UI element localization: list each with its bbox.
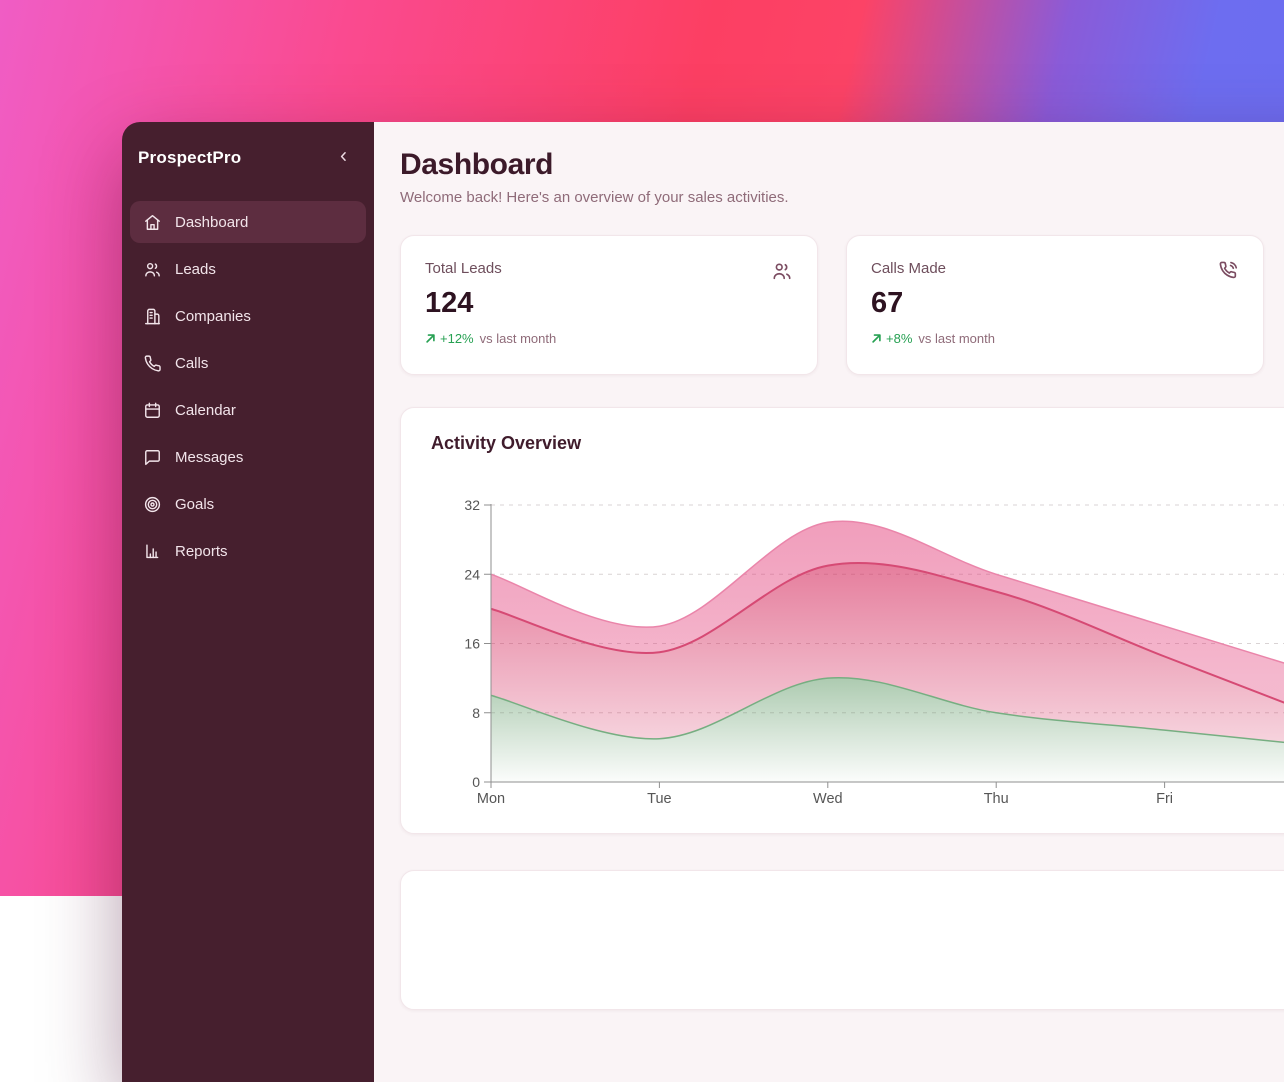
svg-text:32: 32: [464, 497, 480, 513]
sidebar-item-label: Calls: [175, 355, 208, 372]
chart-title: Activity Overview: [431, 430, 1284, 456]
activity-overview-card: Activity Overview 0 8 16 24 32 Mon Tue Wed Thu Fr…: [400, 407, 1284, 834]
stat-trend: +8% vs last month: [871, 331, 1239, 346]
users-icon: [771, 260, 793, 282]
trend-suffix: vs last month: [918, 331, 995, 346]
svg-text:0: 0: [472, 774, 480, 790]
stat-card-calls-made: Calls Made 67 +8% vs last month: [846, 235, 1264, 375]
page-title: Dashboard: [400, 148, 1284, 182]
svg-text:16: 16: [464, 636, 480, 652]
trend-percent: +12%: [440, 331, 474, 346]
svg-text:Fri: Fri: [1156, 791, 1173, 807]
sidebar-item-calls[interactable]: Calls: [130, 342, 366, 384]
sidebar-item-calendar[interactable]: Calendar: [130, 389, 366, 431]
svg-text:Tue: Tue: [647, 791, 671, 807]
sidebar-item-goals[interactable]: Goals: [130, 483, 366, 525]
stat-card-total-leads: Total Leads 124 +12% vs last month: [400, 235, 818, 375]
page-subtitle: Welcome back! Here's an overview of your…: [400, 189, 1284, 206]
activity-area-chart: 0 8 16 24 32 Mon Tue Wed Thu Fri: [431, 472, 1284, 817]
trend-up-wrap: +12%: [425, 331, 474, 346]
sidebar: ProspectPro Dashboard Leads Companies Calls…: [122, 122, 374, 1082]
sidebar-item-reports[interactable]: Reports: [130, 530, 366, 572]
stat-value: 124: [425, 287, 793, 320]
users-icon: [143, 260, 162, 279]
building-icon: [143, 307, 162, 326]
calendar-icon: [143, 401, 162, 420]
stat-card-header: Total Leads: [425, 260, 793, 282]
sidebar-nav: Dashboard Leads Companies Calls Calendar Mess…: [122, 201, 374, 572]
sidebar-item-label: Companies: [175, 308, 251, 325]
sidebar-item-companies[interactable]: Companies: [130, 295, 366, 337]
message-square-icon: [143, 448, 162, 467]
app-logo: ProspectPro: [138, 148, 241, 168]
main-content: Dashboard Welcome back! Here's an overvi…: [374, 122, 1284, 1082]
trend-up-wrap: +8%: [871, 331, 912, 346]
partial-bottom-card: [400, 870, 1284, 1010]
sidebar-item-label: Calendar: [175, 402, 236, 419]
target-icon: [143, 495, 162, 514]
stat-label: Calls Made: [871, 260, 946, 277]
svg-text:Thu: Thu: [984, 791, 1009, 807]
sidebar-item-messages[interactable]: Messages: [130, 436, 366, 478]
trend-up-icon: [425, 333, 436, 344]
phone-icon: [143, 354, 162, 373]
trend-up-icon: [871, 333, 882, 344]
svg-text:Wed: Wed: [813, 791, 843, 807]
sidebar-item-label: Reports: [175, 543, 228, 560]
sidebar-item-leads[interactable]: Leads: [130, 248, 366, 290]
trend-percent: +8%: [886, 331, 912, 346]
sidebar-item-label: Goals: [175, 496, 214, 513]
sidebar-header: ProspectPro: [122, 122, 374, 179]
stat-trend: +12% vs last month: [425, 331, 793, 346]
sidebar-item-label: Messages: [175, 449, 243, 466]
stat-value: 67: [871, 287, 1239, 320]
home-icon: [143, 213, 162, 232]
chevron-left-icon: [336, 149, 351, 167]
sidebar-collapse-button[interactable]: [332, 147, 354, 169]
bar-chart-icon: [143, 542, 162, 561]
svg-text:8: 8: [472, 705, 480, 721]
phone-call-icon: [1217, 260, 1239, 282]
stat-label: Total Leads: [425, 260, 502, 277]
stat-card-header: Calls Made: [871, 260, 1239, 282]
sidebar-item-dashboard[interactable]: Dashboard: [130, 201, 366, 243]
trend-suffix: vs last month: [480, 331, 557, 346]
svg-text:24: 24: [464, 566, 480, 582]
sidebar-item-label: Dashboard: [175, 214, 248, 231]
sidebar-item-label: Leads: [175, 261, 216, 278]
svg-text:Mon: Mon: [477, 791, 505, 807]
app-window: ProspectPro Dashboard Leads Companies Calls…: [122, 122, 1284, 1082]
